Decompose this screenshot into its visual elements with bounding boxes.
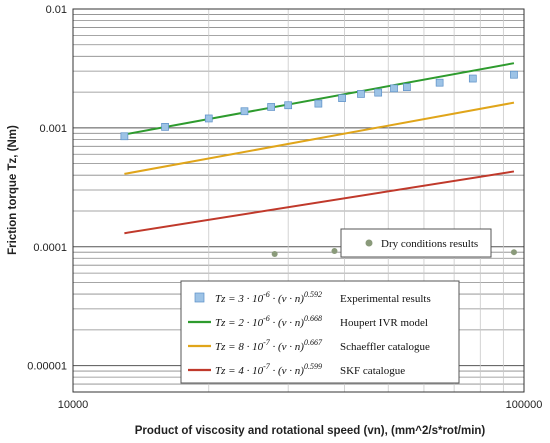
formula-part: Tz = 8 · 10 (215, 341, 264, 353)
data-point-circle (271, 250, 278, 257)
data-point-circle (331, 248, 338, 255)
y-axis-title: Friction torque Tz, (Nm) (7, 125, 19, 255)
x-tick-label: 100000 (506, 399, 543, 411)
x-axis-title: Product of viscosity and rotational spee… (135, 425, 486, 437)
y-tick-label: 0.0001 (33, 242, 67, 254)
legend-formula: Tz = 2 · 10-6 · (ν · n)0.668 (215, 314, 322, 329)
legend-label: Houpert IVR model (340, 317, 428, 329)
data-point-square (284, 101, 293, 110)
dry-legend: Dry conditions results (340, 228, 492, 258)
plot-frame (72, 8, 525, 393)
data-point-square (338, 94, 346, 102)
series-layer (120, 62, 518, 257)
data-point-square (204, 114, 213, 123)
data-point-square (314, 99, 323, 108)
data-point-square (403, 83, 411, 92)
formula-exponent: -6 (263, 314, 270, 323)
data-point-square (510, 70, 518, 79)
legend-formula: Tz = 8 · 10-7 · (ν · n)0.667 (215, 338, 323, 353)
legend-formula: Tz = 3 · 10-6 · (ν · n)0.592 (215, 290, 322, 305)
y-tick-label: 0.00001 (27, 361, 67, 373)
formula-exponent: -6 (263, 290, 270, 299)
data-point-square (120, 132, 129, 141)
y-tick-label: 0.01 (46, 4, 67, 16)
series-line (124, 101, 515, 175)
data-point-square (468, 74, 477, 83)
formula-exponent: 0.667 (304, 338, 323, 347)
formula-part: Tz = 3 · 10 (215, 293, 264, 305)
formula-part: · (ν · n) (270, 365, 305, 377)
formula-part: Tz = 4 · 10 (215, 365, 264, 377)
dry-legend-label: Dry conditions results (381, 238, 478, 250)
legend-label: Schaeffler catalogue (340, 341, 430, 353)
legend-label: Experimental results (340, 293, 431, 305)
data-point-circle (510, 249, 517, 256)
formula-exponent: 0.592 (304, 290, 322, 299)
legend-label: SKF catalogue (340, 365, 405, 377)
tick-layer: 0.01 0.001 0.0001 0.00001 10000 100000 (27, 4, 542, 411)
legend-marker-square (194, 292, 205, 303)
formula-part: · (ν · n) (270, 293, 305, 305)
legend-rows: Tz = 3 · 10-6 · (ν · n)0.592 Experimental… (188, 290, 431, 377)
data-point-square (357, 90, 365, 98)
dry-legend-marker (365, 239, 373, 247)
series-line (124, 62, 515, 136)
formula-part: Tz = 2 · 10 (215, 317, 264, 329)
data-point-square (267, 103, 275, 111)
formula-part: · (ν · n) (270, 341, 305, 353)
main-legend: Tz = 3 · 10-6 · (ν · n)0.592 Experimental… (180, 280, 460, 384)
series-line (124, 170, 515, 235)
legend-formula: Tz = 4 · 10-7 · (ν · n)0.599 (215, 362, 322, 377)
main-legend-box (180, 280, 460, 384)
x-tick-label: 10000 (58, 399, 89, 411)
formula-exponent: 0.668 (304, 314, 322, 323)
data-point-square (374, 88, 383, 97)
data-point-square (435, 78, 444, 87)
data-point-square (390, 84, 398, 93)
formula-exponent: 0.599 (304, 362, 322, 371)
data-point-square (240, 107, 249, 116)
formula-exponent: -7 (263, 338, 271, 347)
data-point-square (161, 123, 169, 131)
formula-exponent: -7 (263, 362, 271, 371)
y-tick-label: 0.001 (39, 123, 67, 135)
formula-part: · (ν · n) (270, 317, 305, 329)
